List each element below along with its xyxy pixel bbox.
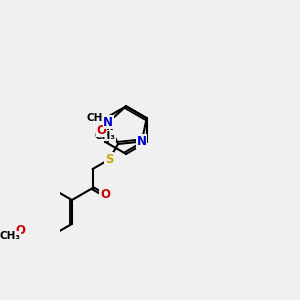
Text: CH₃: CH₃ <box>0 231 20 241</box>
Text: CH₃: CH₃ <box>87 113 108 123</box>
Text: CH₃: CH₃ <box>94 131 115 141</box>
Text: N: N <box>137 135 147 148</box>
Text: O: O <box>97 124 106 137</box>
Text: O: O <box>15 224 25 237</box>
Text: S: S <box>105 153 113 166</box>
Text: O: O <box>100 188 110 201</box>
Text: N: N <box>103 116 113 129</box>
